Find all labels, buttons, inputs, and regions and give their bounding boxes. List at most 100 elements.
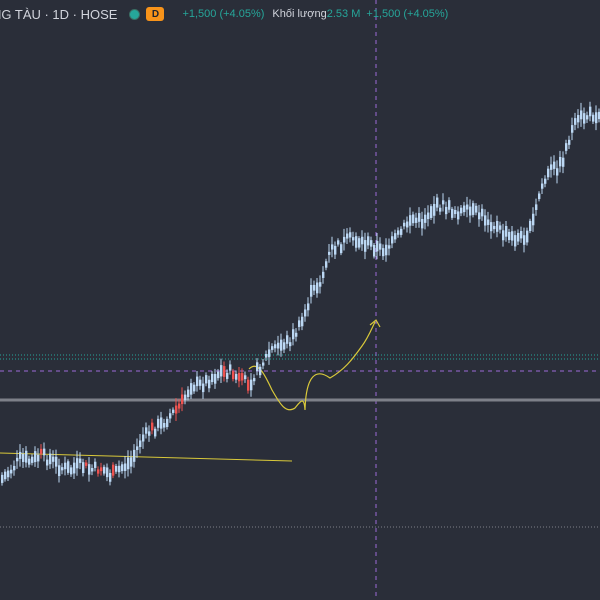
candle xyxy=(79,458,82,463)
candle xyxy=(244,375,247,380)
candle xyxy=(415,217,418,223)
candle xyxy=(235,373,238,380)
candle xyxy=(10,469,13,474)
candle xyxy=(523,235,526,245)
candle xyxy=(331,244,334,250)
candle xyxy=(232,371,235,380)
candle xyxy=(142,434,145,442)
candle xyxy=(46,459,49,466)
candle xyxy=(478,212,481,220)
candle xyxy=(562,157,565,167)
candle xyxy=(226,372,229,379)
candle xyxy=(34,451,37,463)
candle xyxy=(547,168,550,178)
candle xyxy=(469,206,472,216)
candle xyxy=(358,238,361,248)
candle xyxy=(439,207,442,212)
trend-line[interactable] xyxy=(0,452,293,462)
candle xyxy=(427,212,430,220)
candle xyxy=(412,214,415,224)
candle xyxy=(544,178,547,184)
candle xyxy=(217,371,220,379)
candle xyxy=(289,342,292,347)
candle xyxy=(115,465,118,472)
candle xyxy=(424,214,427,223)
candle xyxy=(373,244,376,257)
candle xyxy=(526,230,529,243)
candle xyxy=(403,222,406,227)
candle xyxy=(475,205,478,213)
candle xyxy=(61,467,64,471)
candle xyxy=(571,125,574,133)
candle xyxy=(541,183,544,189)
candle xyxy=(304,309,307,317)
candle xyxy=(430,206,433,218)
candle xyxy=(532,213,535,226)
candle xyxy=(223,366,226,377)
candle xyxy=(76,458,79,469)
candle xyxy=(124,463,127,471)
candle xyxy=(268,349,271,358)
candle xyxy=(97,469,100,474)
candle xyxy=(589,106,592,117)
candle xyxy=(451,208,454,218)
candle xyxy=(340,244,343,254)
candle xyxy=(520,231,523,239)
candle xyxy=(313,284,316,291)
candle xyxy=(538,193,541,200)
candle xyxy=(472,203,475,215)
candle xyxy=(160,417,163,429)
candle xyxy=(7,470,10,478)
candle xyxy=(499,225,502,230)
candle xyxy=(598,111,600,120)
candle xyxy=(193,384,196,392)
candle xyxy=(4,471,7,480)
candle xyxy=(511,231,514,241)
candle xyxy=(1,474,4,483)
candle xyxy=(277,342,280,349)
candle xyxy=(307,303,310,311)
candle xyxy=(247,379,250,391)
candle xyxy=(484,215,487,226)
candle xyxy=(421,218,424,229)
candle xyxy=(157,418,160,428)
candle xyxy=(445,206,448,215)
candle xyxy=(208,379,211,389)
candle xyxy=(505,225,508,237)
market-status-dot-icon xyxy=(129,8,141,20)
candle xyxy=(592,114,595,122)
candle xyxy=(376,240,379,252)
candle xyxy=(19,451,22,459)
candle xyxy=(346,233,349,239)
candle xyxy=(121,464,124,472)
candle xyxy=(388,245,391,249)
candle xyxy=(583,113,586,124)
symbol-title[interactable]: NG TÀU · 1D · HOSE xyxy=(0,6,118,22)
candle xyxy=(433,203,436,216)
candle xyxy=(298,320,301,327)
market-status: D xyxy=(129,7,165,21)
candle xyxy=(178,403,181,409)
candle xyxy=(166,418,169,427)
candle xyxy=(559,156,562,167)
forecast-path-drawing[interactable] xyxy=(248,321,376,411)
candle xyxy=(199,379,202,386)
candle xyxy=(361,236,364,245)
candle xyxy=(397,230,400,235)
candle xyxy=(325,261,328,268)
candle xyxy=(370,240,373,247)
candle xyxy=(586,115,589,120)
candle xyxy=(163,422,166,428)
candle xyxy=(595,112,598,124)
candle xyxy=(457,211,460,220)
candle xyxy=(118,465,121,473)
volume-change: +1,500 (+4.05%) xyxy=(366,8,449,20)
candle xyxy=(553,161,556,169)
candle xyxy=(238,373,241,382)
candle xyxy=(448,200,451,210)
chart-header-legend: NG TÀU · 1D · HOSE D +1,500 (+4.05%) Khố… xyxy=(0,0,600,28)
candle xyxy=(130,457,133,467)
candle xyxy=(391,236,394,244)
